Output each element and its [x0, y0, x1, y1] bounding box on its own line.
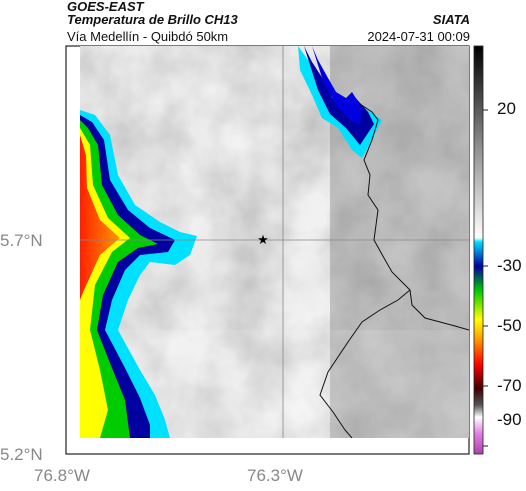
satellite-title: GOES-EAST [67, 0, 144, 14]
border-line-east [359, 103, 469, 331]
lon-tick-label: 76.8°W [34, 466, 90, 485]
colorbar-label: -70 [497, 376, 522, 395]
colorbar-label: 20 [497, 99, 516, 118]
border-line-south [319, 289, 411, 438]
lat-tick-label: 5.7°N [0, 231, 43, 250]
star-icon: ★ [257, 232, 269, 247]
datetime-label: 2024-07-31 00:09 [367, 29, 470, 44]
lon-tick-label: 76.3°W [247, 466, 303, 485]
colorbar-label: -30 [497, 256, 522, 275]
colorbar-label: -50 [497, 316, 522, 335]
colorbar [473, 45, 484, 455]
colorbar-label: -90 [497, 410, 522, 429]
lat-tick-label: 5.2°N [0, 445, 43, 464]
brand-label: SIATA [432, 12, 470, 27]
ne-cloud-core [312, 46, 362, 125]
cold-cloud-red [80, 135, 120, 300]
product-title: Temperatura de Brillo CH13 [67, 12, 238, 27]
location-label: Vía Medellín - Quibdó 50km [67, 29, 229, 44]
